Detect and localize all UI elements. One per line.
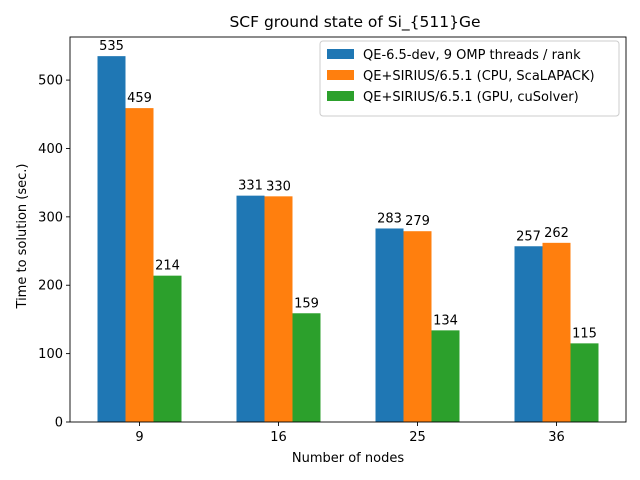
- legend-swatch: [327, 91, 354, 101]
- legend-swatch: [327, 49, 354, 59]
- y-tick-label: 300: [38, 210, 63, 225]
- chart-title: SCF ground state of Si_{511}Ge: [229, 13, 480, 32]
- plot-area: 535 459 214 9 331 330 159 16 283 279 134 25 257 262 11…: [38, 36, 627, 445]
- y-tick-label: 100: [38, 347, 63, 362]
- bar: [514, 246, 543, 422]
- bar: [264, 196, 293, 422]
- x-axis-title: Number of nodes: [292, 451, 404, 466]
- data-label: 257: [516, 229, 541, 244]
- legend-swatch: [327, 70, 354, 80]
- data-label: 331: [238, 179, 263, 194]
- x-tick-label: 9: [135, 430, 143, 445]
- data-label: 159: [294, 296, 319, 311]
- data-label: 330: [266, 179, 291, 194]
- data-label: 279: [405, 214, 430, 229]
- bar: [236, 195, 265, 422]
- legend-label: QE+SIRIUS/6.5.1 (GPU, cuSolver): [363, 90, 579, 105]
- bar: [97, 56, 126, 422]
- data-label: 459: [127, 91, 152, 106]
- bar: [431, 330, 460, 422]
- legend: QE-6.5-dev, 9 OMP threads / rank QE+SIRIU…: [319, 40, 620, 117]
- y-tick-label: 0: [55, 416, 63, 431]
- data-label: 262: [544, 226, 569, 241]
- bar: [292, 313, 321, 422]
- data-label: 283: [377, 211, 402, 226]
- data-label: 115: [572, 326, 597, 341]
- legend-box: [319, 40, 620, 117]
- bar: [542, 242, 571, 422]
- legend-label: QE+SIRIUS/6.5.1 (CPU, ScaLAPACK): [363, 69, 595, 84]
- bar: [375, 228, 404, 422]
- y-tick-label: 400: [38, 142, 63, 157]
- y-axis-title: Time to solution (sec.): [15, 164, 30, 310]
- legend-label: QE-6.5-dev, 9 OMP threads / rank: [363, 48, 581, 63]
- bar: [125, 108, 154, 422]
- axes-frame: [69, 36, 627, 423]
- x-tick-label: 36: [548, 430, 565, 445]
- y-tick-label: 200: [38, 279, 63, 294]
- y-tick-label: 500: [38, 74, 63, 89]
- data-label: 214: [155, 259, 180, 274]
- bar: [153, 275, 182, 422]
- x-tick-label: 16: [270, 430, 287, 445]
- data-label: 134: [433, 313, 458, 328]
- x-tick-label: 25: [409, 430, 426, 445]
- bar: [570, 343, 599, 422]
- bar: [403, 231, 432, 422]
- data-label: 535: [99, 39, 124, 54]
